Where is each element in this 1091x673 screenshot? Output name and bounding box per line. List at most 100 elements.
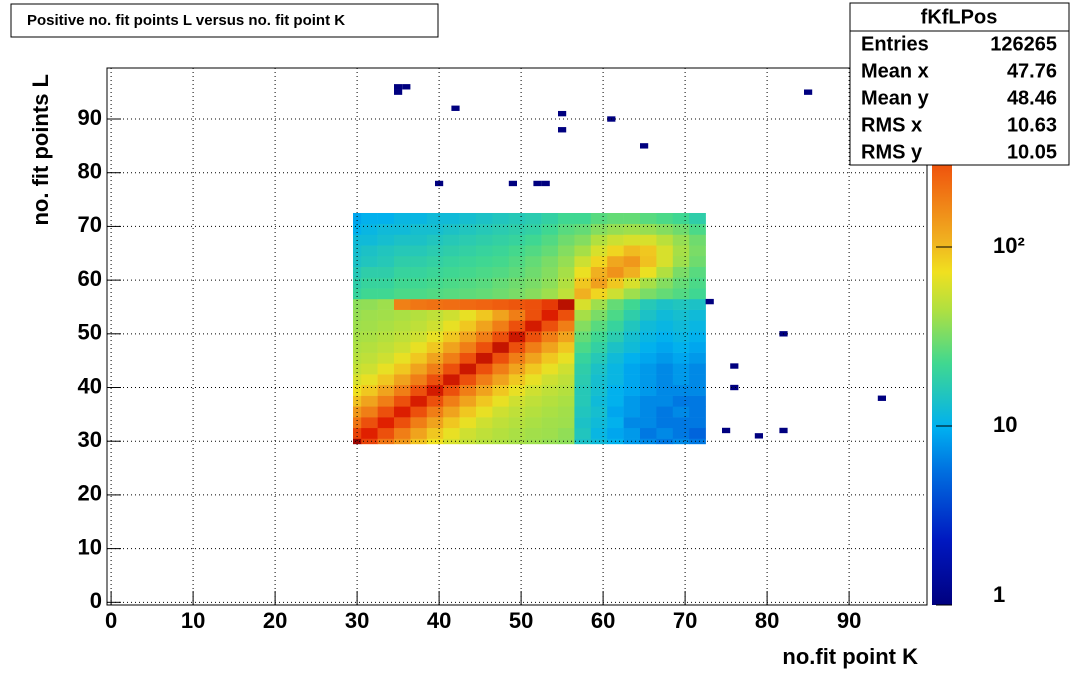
cell — [361, 331, 378, 343]
cell — [689, 341, 706, 353]
cell — [689, 320, 706, 332]
cell — [410, 223, 428, 235]
cell — [689, 417, 706, 429]
x-tick-label: 70 — [673, 608, 697, 633]
cell — [525, 417, 542, 429]
cell — [525, 288, 542, 300]
cell — [492, 395, 510, 407]
cell — [426, 288, 444, 300]
cell — [558, 266, 575, 278]
cell — [443, 266, 460, 278]
cell — [476, 417, 493, 429]
y-tick-label: 70 — [78, 212, 102, 237]
cell — [623, 234, 641, 246]
cell — [689, 255, 706, 267]
cell — [443, 395, 460, 407]
cell — [353, 288, 362, 300]
cell — [640, 266, 657, 278]
cell — [361, 223, 378, 235]
cell — [574, 223, 592, 235]
cell — [541, 331, 559, 343]
cell — [574, 309, 592, 321]
cell — [525, 255, 542, 267]
cell — [476, 266, 493, 278]
cell — [508, 438, 526, 445]
cell — [361, 406, 378, 418]
cell — [623, 374, 641, 386]
cell — [410, 341, 428, 353]
cell — [410, 352, 428, 364]
cell — [656, 309, 674, 321]
cell — [508, 363, 526, 375]
cell — [361, 374, 378, 386]
cell — [492, 374, 510, 386]
cell — [640, 255, 657, 267]
cell — [459, 223, 477, 235]
cell — [508, 352, 526, 364]
cell — [377, 266, 395, 278]
cell — [640, 384, 657, 396]
cell — [541, 298, 559, 310]
cell — [426, 384, 444, 396]
cell — [476, 352, 493, 364]
cell — [558, 309, 575, 321]
cell — [525, 298, 542, 310]
cell — [672, 255, 690, 267]
stats-value: 10.63 — [1007, 114, 1057, 136]
cell — [525, 374, 542, 386]
cell — [623, 395, 641, 407]
cell — [476, 234, 493, 246]
stats-title: fKfLPos — [921, 6, 998, 28]
cell — [353, 438, 362, 445]
cell — [525, 223, 542, 235]
cell — [459, 309, 477, 321]
cell — [377, 395, 395, 407]
cell — [377, 341, 395, 353]
z-tick-label: 10² — [993, 233, 1025, 258]
cell — [353, 309, 362, 321]
cell — [574, 438, 592, 445]
cell — [574, 298, 592, 310]
cell — [672, 223, 690, 235]
cell — [361, 363, 378, 375]
cell — [574, 406, 592, 418]
cell — [623, 277, 641, 289]
cell — [394, 255, 411, 267]
cell — [607, 309, 624, 321]
sparse-cell — [877, 395, 886, 401]
cell — [590, 417, 608, 429]
cell — [443, 341, 460, 353]
cell — [623, 223, 641, 235]
cell — [607, 384, 624, 396]
cell — [492, 417, 510, 429]
cell — [541, 374, 559, 386]
y-tick-label: 40 — [78, 373, 102, 398]
cell — [492, 298, 510, 310]
cell — [476, 438, 493, 445]
sparse-cell — [402, 84, 411, 90]
cell — [394, 352, 411, 364]
cell — [492, 234, 510, 246]
cell — [574, 331, 592, 343]
cell — [492, 255, 510, 267]
cell — [656, 255, 674, 267]
cell — [508, 331, 526, 343]
cell — [508, 341, 526, 353]
cell — [361, 277, 378, 289]
cell — [640, 341, 657, 353]
cell — [459, 395, 477, 407]
cell — [574, 417, 592, 429]
cell — [541, 417, 559, 429]
cell — [623, 255, 641, 267]
cell — [508, 266, 526, 278]
cell — [574, 395, 592, 407]
cell — [394, 309, 411, 321]
cell — [607, 352, 624, 364]
cell — [492, 384, 510, 396]
cell — [656, 245, 674, 257]
cell — [394, 363, 411, 375]
cell — [426, 298, 444, 310]
cell — [656, 352, 674, 364]
cell — [590, 266, 608, 278]
cell — [574, 363, 592, 375]
